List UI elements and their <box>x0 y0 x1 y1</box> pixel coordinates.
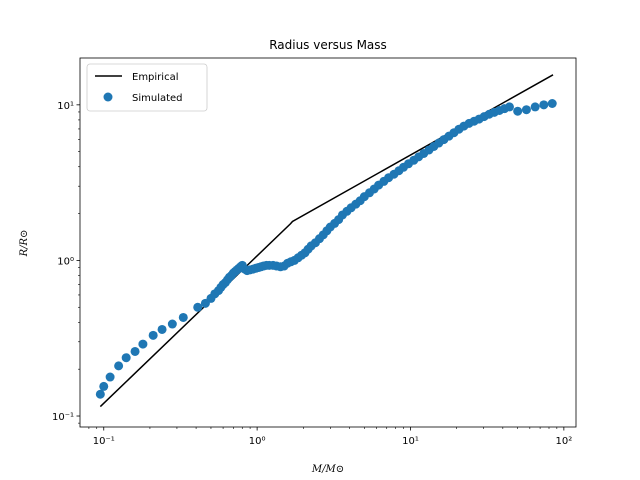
simulated-point <box>513 106 523 116</box>
data-layer <box>95 74 557 408</box>
simulated-point <box>148 330 158 340</box>
simulated-point <box>99 381 109 391</box>
y-tick-label: 10¹ <box>57 101 74 112</box>
simulated-point <box>121 353 131 363</box>
simulated-point <box>530 102 540 112</box>
simulated-point <box>105 372 115 382</box>
x-tick-label: 10⁰ <box>249 436 266 447</box>
simulated-point <box>193 302 203 312</box>
chart-title: Radius versus Mass <box>269 38 387 52</box>
legend-empirical-label: Empirical <box>132 72 178 83</box>
simulated-point <box>114 361 124 371</box>
simulated-point <box>547 99 557 108</box>
legend-simulated-swatch <box>103 92 113 102</box>
simulated-point <box>157 324 167 334</box>
axis-layer: 10⁻¹ 10⁰ 10¹ 10² 10⁻¹ 10⁰ 10¹ <box>52 101 572 447</box>
simulated-point <box>130 346 140 356</box>
y-tick-label: 10⁰ <box>57 256 74 267</box>
x-tick-label: 10⁻¹ <box>93 436 115 447</box>
simulated-point <box>138 339 148 349</box>
x-tick-label: 10² <box>555 436 572 447</box>
y-axis-label: R/R⊙ <box>19 230 30 258</box>
simulated-point <box>504 102 514 112</box>
simulated-point <box>167 319 177 329</box>
x-tick-label: 10¹ <box>402 436 419 447</box>
simulated-point <box>539 100 549 110</box>
legend-simulated-label: Simulated <box>132 93 183 104</box>
empirical-line <box>99 74 554 408</box>
simulated-point <box>178 312 188 322</box>
x-axis-label: M/M⊙ <box>311 464 344 475</box>
simulated-point <box>95 389 105 399</box>
simulated-point <box>521 105 531 115</box>
y-tick-label: 10⁻¹ <box>52 412 74 423</box>
legend: Empirical Simulated <box>86 63 208 112</box>
plot-frame <box>79 57 577 428</box>
